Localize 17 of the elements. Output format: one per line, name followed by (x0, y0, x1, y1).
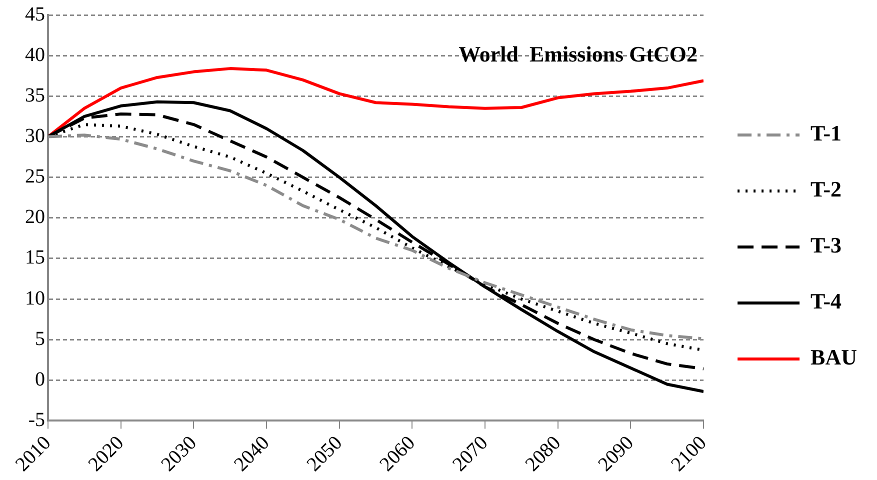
y-tick-label: 20 (25, 206, 45, 228)
y-tick-label: 40 (25, 44, 45, 66)
legend-label: T-3 (810, 232, 842, 258)
y-tick-label: 30 (25, 124, 45, 147)
legend-label: T-4 (810, 288, 842, 314)
y-tick-label: 35 (25, 84, 45, 106)
y-tick-label: 5 (35, 328, 45, 350)
y-tick-label: 0 (35, 368, 45, 390)
y-tick-label: 15 (25, 246, 45, 269)
text: World Emissions GtCO2 (458, 41, 698, 66)
y-tick-label: 25 (25, 166, 45, 188)
y-tick-label: 10 (25, 287, 45, 310)
y-tick-label: -5 (28, 408, 45, 431)
y-tick-label: 45 (25, 3, 45, 26)
legend-label: T-1 (810, 120, 842, 146)
legend-label: BAU (810, 344, 858, 370)
legend-label: T-2 (810, 176, 842, 202)
